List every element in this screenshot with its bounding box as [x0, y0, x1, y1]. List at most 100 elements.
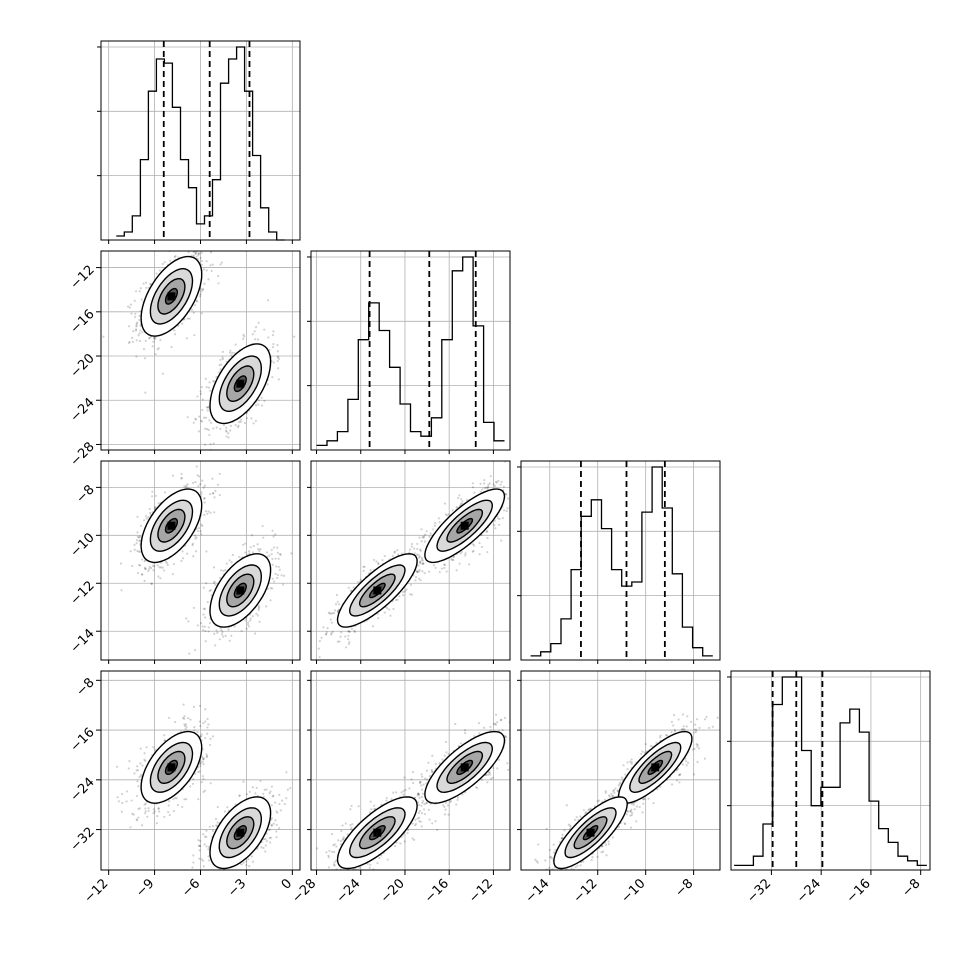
sample-point: [143, 357, 147, 360]
sample-point: [141, 558, 144, 561]
sample-point: [486, 529, 489, 533]
sample-point: [438, 570, 441, 574]
sample-point: [369, 568, 372, 572]
sample-point: [198, 762, 202, 765]
sample-point: [176, 803, 180, 807]
sample-point: [193, 304, 197, 307]
sample-point: [516, 484, 518, 486]
sample-point: [414, 576, 418, 579]
sample-point: [213, 496, 216, 499]
sample-point: [206, 512, 209, 515]
sample-point: [249, 617, 252, 620]
sample-point: [220, 633, 224, 636]
sample-point: [207, 406, 210, 409]
sample-point: [221, 356, 224, 359]
sample-point: [402, 594, 405, 597]
sample-point: [199, 295, 202, 298]
sample-point: [181, 805, 184, 809]
sample-point: [154, 748, 157, 751]
sample-point: [142, 519, 146, 522]
sample-point: [139, 524, 143, 527]
sample-point: [254, 419, 257, 422]
sample-point: [325, 632, 328, 636]
density-peak: [167, 521, 176, 530]
sample-point: [362, 565, 365, 569]
sample-point: [197, 798, 200, 801]
sample-point: [247, 550, 251, 553]
sample-point: [221, 630, 224, 634]
sample-point: [261, 524, 264, 528]
sample-point: [344, 646, 348, 649]
sample-point: [138, 332, 141, 335]
sample-point: [209, 443, 212, 446]
sample-point: [137, 785, 140, 788]
sample-point: [394, 598, 398, 602]
sample-point: [214, 489, 217, 492]
sample-point: [202, 586, 205, 589]
sample-point: [339, 635, 342, 638]
sample-point: [416, 570, 419, 573]
sample-point: [419, 548, 422, 551]
sample-point: [172, 798, 175, 801]
sample-point: [459, 552, 462, 555]
sample-point: [193, 534, 197, 537]
sample-point: [186, 416, 189, 419]
sample-point: [423, 572, 426, 575]
sample-point: [422, 562, 425, 565]
sample-point: [218, 638, 221, 641]
sample-point: [164, 491, 167, 494]
sample-point: [167, 800, 171, 803]
sample-point: [326, 627, 329, 630]
sample-point: [196, 474, 199, 477]
sample-point: [377, 561, 380, 565]
sample-point: [139, 539, 142, 542]
sample-point: [318, 656, 321, 659]
sample-point: [207, 428, 210, 432]
sample-point: [280, 574, 283, 577]
sample-point: [181, 557, 185, 560]
sample-point: [201, 775, 205, 778]
sample-point: [409, 593, 412, 596]
sample-point: [254, 338, 257, 341]
sample-point: [363, 565, 366, 568]
sample-point: [201, 479, 204, 482]
sample-point: [353, 629, 356, 632]
sample-point: [163, 569, 166, 572]
sample-point: [486, 550, 489, 554]
sample-point: [327, 611, 330, 614]
sample-point: [209, 782, 212, 785]
sample-point: [207, 510, 210, 513]
sample-point: [272, 546, 276, 549]
sample-point: [201, 288, 204, 291]
sample-point: [202, 790, 205, 793]
sample-point: [192, 254, 195, 257]
sample-point: [258, 620, 261, 623]
sample-point: [182, 703, 185, 706]
sample-point: [265, 551, 269, 554]
sample-point: [238, 420, 241, 424]
sample-point: [183, 723, 186, 726]
sample-point: [422, 562, 425, 565]
sample-point: [196, 730, 199, 734]
sample-point: [252, 422, 255, 425]
sample-point: [183, 485, 186, 488]
sample-point: [212, 566, 216, 569]
sample-point: [147, 516, 150, 519]
sample-point: [143, 560, 146, 563]
sample-point: [136, 549, 139, 552]
sample-point: [423, 540, 427, 543]
sample-point: [337, 603, 341, 606]
sample-point: [194, 252, 198, 255]
sample-point: [413, 552, 416, 555]
sample-point: [256, 543, 259, 546]
sample-point: [168, 259, 172, 262]
sample-point: [300, 512, 302, 514]
sample-point: [142, 348, 146, 351]
sample-point: [200, 312, 203, 315]
sample-point: [495, 481, 498, 484]
sample-point: [179, 730, 182, 733]
sample-point: [203, 513, 206, 517]
sample-point: [125, 790, 129, 793]
sample-point: [198, 720, 201, 723]
sample-point: [214, 644, 217, 647]
